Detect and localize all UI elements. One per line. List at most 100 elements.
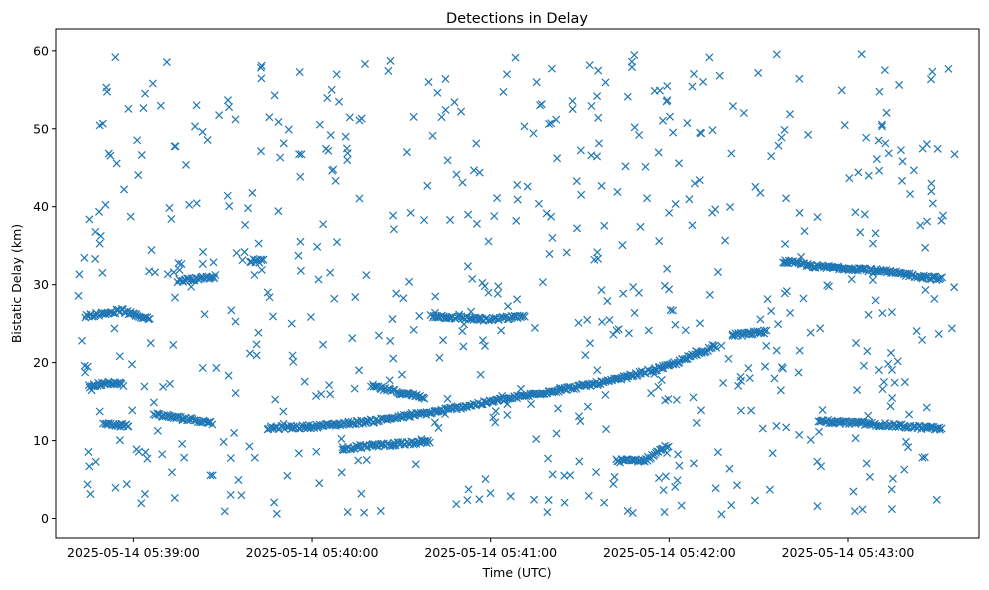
detection-point — [497, 326, 506, 335]
detection-point — [863, 347, 872, 356]
detection-point — [813, 213, 822, 222]
detection-point — [658, 116, 668, 125]
detection-point — [431, 292, 440, 301]
detection-point — [630, 123, 639, 132]
detection-point — [623, 506, 632, 515]
detection-point — [124, 104, 133, 113]
detection-point — [98, 119, 107, 128]
detection-point — [126, 212, 135, 221]
detection-point — [782, 423, 791, 432]
detection-point — [256, 147, 266, 156]
detection-point — [553, 154, 562, 163]
y-tick-label: 50 — [33, 121, 49, 136]
detection-point — [665, 112, 674, 121]
detection-point — [576, 146, 585, 155]
detection-point — [560, 471, 569, 480]
detection-point — [872, 155, 881, 164]
detection-point — [875, 87, 884, 96]
detection-point — [167, 468, 177, 477]
detection-point — [463, 262, 472, 271]
detection-point — [594, 66, 603, 75]
detection-point — [814, 427, 824, 436]
detection-point — [597, 181, 606, 190]
detection-point — [947, 324, 956, 333]
detection-point — [156, 101, 165, 110]
detection-point — [705, 344, 714, 353]
detection-point — [901, 423, 910, 432]
detection-point — [458, 327, 467, 336]
detection-point — [890, 378, 899, 387]
detection-point — [532, 435, 541, 444]
detection-point — [712, 343, 721, 352]
detection-point — [888, 393, 897, 403]
detection-point — [874, 136, 883, 145]
detection-point — [226, 454, 235, 463]
detection-point — [823, 281, 832, 290]
detection-point — [881, 139, 890, 148]
detection-point — [523, 182, 532, 191]
detection-point — [868, 239, 878, 248]
detection-point — [654, 474, 664, 483]
detection-point — [897, 176, 907, 185]
detection-point — [475, 495, 484, 504]
detection-point — [96, 231, 105, 241]
detection-point — [165, 379, 174, 388]
detection-point — [296, 172, 305, 181]
detection-point — [141, 448, 150, 457]
detection-point — [339, 445, 348, 454]
detection-point — [778, 364, 787, 373]
detection-point — [389, 225, 398, 234]
detection-point — [127, 360, 137, 369]
detection-point — [403, 388, 412, 397]
detection-point — [799, 294, 808, 303]
detection-point — [422, 439, 431, 448]
detection-point — [675, 358, 684, 367]
detection-point — [618, 241, 627, 250]
detection-point — [887, 505, 896, 514]
detection-point — [717, 341, 726, 350]
detection-point — [795, 208, 804, 217]
detection-point — [895, 420, 904, 429]
detection-point — [513, 180, 522, 189]
detection-point — [433, 88, 442, 97]
detection-point — [719, 378, 728, 388]
detection-point — [389, 354, 398, 363]
detection-point — [386, 56, 395, 65]
detection-point — [655, 86, 665, 95]
detection-point — [887, 485, 896, 494]
detection-point — [441, 74, 450, 83]
detection-point — [816, 324, 825, 333]
detection-point — [610, 472, 619, 481]
detection-point — [271, 395, 280, 404]
detection-point — [192, 199, 201, 208]
detection-point — [634, 288, 643, 297]
detection-point — [627, 63, 637, 72]
detection-point — [593, 92, 602, 101]
detection-point — [169, 340, 178, 349]
detection-point — [355, 194, 364, 203]
detection-point — [417, 393, 426, 402]
detection-point — [343, 156, 352, 165]
detection-point — [776, 386, 785, 395]
detection-point — [593, 152, 602, 161]
detection-point — [220, 507, 229, 516]
detection-point — [279, 139, 288, 148]
detection-point — [920, 453, 929, 462]
detection-point — [360, 59, 370, 68]
detection-point — [780, 125, 789, 134]
detection-point — [337, 468, 346, 477]
detection-point — [74, 291, 83, 300]
detection-point — [332, 238, 341, 247]
detection-point — [593, 366, 602, 375]
detection-point — [795, 74, 804, 83]
detection-point — [537, 100, 546, 109]
detection-point — [317, 390, 326, 399]
detection-point — [916, 221, 925, 230]
detection-point — [231, 317, 240, 326]
detection-point — [134, 171, 143, 180]
detection-point — [598, 317, 607, 326]
detection-point — [574, 412, 583, 421]
detection-point — [547, 119, 556, 128]
detection-point — [804, 130, 813, 139]
detection-point — [250, 453, 259, 462]
